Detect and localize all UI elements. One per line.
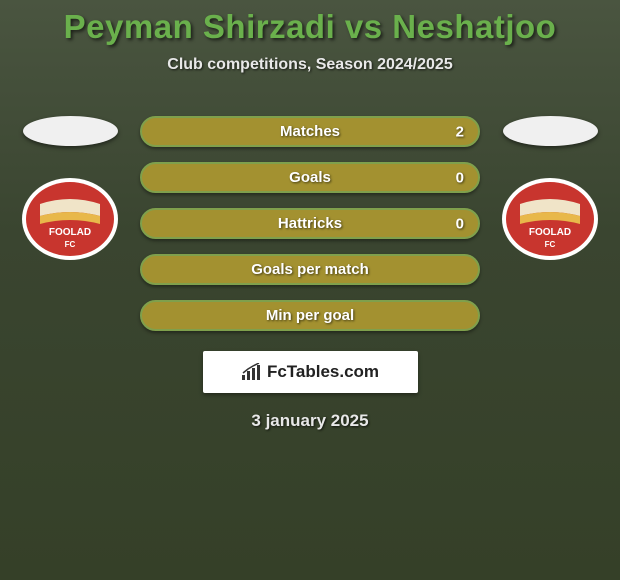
- right-club-crest: FOOLAD FC: [500, 176, 600, 262]
- stat-label: Goals: [289, 169, 331, 186]
- svg-text:FOOLAD: FOOLAD: [49, 227, 91, 238]
- stat-bars: Matches 2 Goals 0 Hattricks 0 Goals per …: [140, 116, 480, 331]
- left-club-crest: FOOLAD FC: [20, 176, 120, 262]
- stat-label: Min per goal: [266, 307, 354, 324]
- stat-right-value: 0: [456, 169, 464, 186]
- branding-text: FcTables.com: [267, 362, 379, 382]
- stat-right-value: 0: [456, 215, 464, 232]
- stat-label: Goals per match: [251, 261, 369, 278]
- subtitle: Club competitions, Season 2024/2025: [0, 56, 620, 74]
- page-title: Peyman Shirzadi vs Neshatjoo: [0, 8, 620, 46]
- branding-badge: FcTables.com: [203, 351, 418, 393]
- stat-right-value: 2: [456, 123, 464, 140]
- svg-text:FC: FC: [65, 240, 76, 249]
- right-player-column: FOOLAD FC: [500, 116, 600, 262]
- left-player-column: FOOLAD FC: [20, 116, 120, 262]
- svg-text:FOOLAD: FOOLAD: [529, 227, 571, 238]
- stat-bar-goals: Goals 0: [140, 162, 480, 193]
- date-label: 3 january 2025: [0, 411, 620, 431]
- chart-icon: [241, 363, 263, 381]
- comparison-row: FOOLAD FC Matches 2 Goals 0 Hattricks 0: [0, 116, 620, 331]
- svg-text:FC: FC: [545, 240, 556, 249]
- right-flag-oval: [503, 116, 598, 146]
- stat-bar-hattricks: Hattricks 0: [140, 208, 480, 239]
- stat-label: Hattricks: [278, 215, 342, 232]
- left-flag-oval: [23, 116, 118, 146]
- stat-label: Matches: [280, 123, 340, 140]
- stat-bar-goals-per-match: Goals per match: [140, 254, 480, 285]
- stat-bar-min-per-goal: Min per goal: [140, 300, 480, 331]
- stat-bar-matches: Matches 2: [140, 116, 480, 147]
